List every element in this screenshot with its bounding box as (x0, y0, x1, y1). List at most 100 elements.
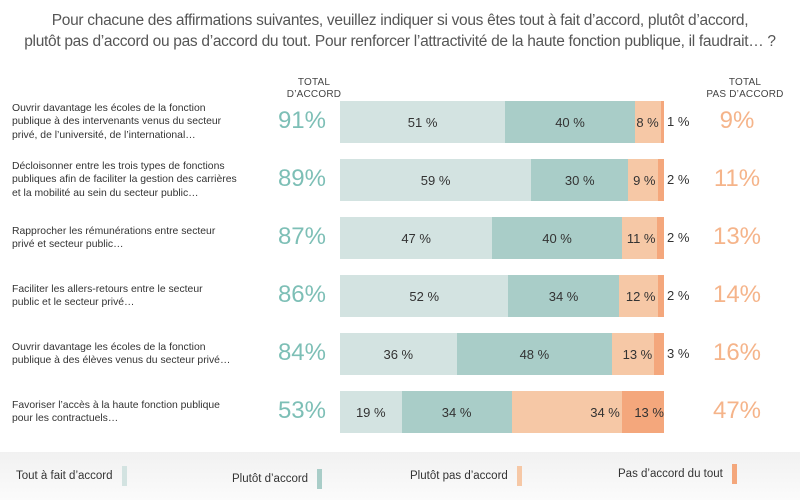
segment-plutot-pas: 13 % (612, 333, 655, 375)
total-disagree-header-line-2: PAS D’ACCORD (706, 89, 784, 100)
segment-plutot-accord: 40 % (505, 101, 635, 143)
total-disagree-value: 11% (713, 165, 761, 192)
stacked-bar: 59 % 30 % 9 % (340, 159, 664, 201)
segment-plutot-accord: 34 % (401, 391, 512, 433)
category-label: Favoriser l’accès à la haute fonction pu… (12, 399, 277, 426)
legend-label: Tout à fait d’accord (16, 470, 113, 482)
segment-plutot-pas: 12 % (618, 275, 658, 317)
legend-label: Plutôt pas d’accord (410, 470, 508, 482)
legend-item-pas-d-accord-du-tout: Pas d’accord du tout (618, 464, 737, 484)
category-label-line: privé et secteur public… (12, 239, 124, 250)
total-disagree-header-line-1: TOTAL (728, 77, 762, 88)
total-agree-value: 84% (277, 339, 326, 366)
segment-value-label-outside: 2 % (667, 230, 690, 245)
total-agree-header: TOTAL D’ACCORD (284, 77, 344, 101)
segment-value-label: 34 % (441, 404, 472, 420)
segment-value-label: 11 % (626, 230, 656, 246)
segment-value-label: 36 % (383, 346, 414, 362)
segment-tout-a-fait: 36 % (340, 333, 457, 375)
segment-plutot-pas: 9 % (628, 159, 658, 201)
segment-pas-du-tout: 13 % (621, 391, 664, 433)
segment-value-label-outside: 2 % (667, 172, 690, 187)
category-label-line: Rapprocher les rémunérations entre secte… (12, 225, 216, 237)
segment-pas-du-tout (657, 275, 664, 317)
category-label-line: Ouvrir davantage les écoles de la foncti… (12, 102, 206, 114)
segment-plutot-accord: 48 % (456, 333, 613, 375)
legend-swatch (731, 464, 737, 484)
segment-plutot-accord: 30 % (531, 159, 629, 201)
segment-value-label: 8 % (636, 114, 659, 130)
category-label-line: publique à des intervenants venus du sec… (12, 116, 222, 128)
category-label: Ouvrir davantage les écoles de la foncti… (12, 102, 277, 143)
segment-value-label-outside: 2 % (667, 288, 690, 303)
segment-value-label: 34 % (548, 288, 579, 304)
legend-label: Pas d’accord du tout (618, 468, 723, 480)
segment-value-label: 52 % (409, 288, 440, 304)
segment-value-label: 34 % (590, 404, 620, 420)
chart-title-line-2: plutôt pas d’accord ou pas d’accord du t… (24, 33, 776, 50)
category-label-line: Faciliter les allers-retours entre le se… (12, 283, 203, 295)
category-label: Décloisonner entre les trois types de fo… (12, 160, 277, 201)
category-label-line: Favoriser l’accès à la haute fonction pu… (12, 399, 220, 411)
segment-pas-du-tout (660, 101, 664, 143)
segment-plutot-pas: 34 % (511, 391, 622, 433)
segment-value-label: 13 % (622, 346, 653, 362)
segment-tout-a-fait: 47 % (340, 217, 493, 259)
segment-value-label: 19 % (355, 404, 386, 420)
segment-pas-du-tout (657, 217, 664, 259)
stacked-bar: 47 % 40 % 11 % (340, 217, 664, 259)
legend-swatch (121, 466, 127, 486)
segment-value-label: 13 % (634, 404, 664, 420)
segment-value-label: 47 % (401, 230, 431, 246)
segment-value-label: 9 % (633, 172, 656, 188)
total-agree-value: 89% (277, 165, 326, 192)
segment-value-label: 51 % (407, 114, 438, 130)
segment-pas-du-tout (657, 159, 664, 201)
total-agree-value: 87% (277, 223, 326, 250)
stacked-bar: 52 % 34 % 12 % (340, 275, 664, 317)
total-agree-value: 53% (277, 397, 326, 424)
category-label-line: Ouvrir davantage les écoles de la foncti… (12, 341, 206, 353)
legend-label: Plutôt d’accord (232, 473, 309, 485)
segment-plutot-pas: 11 % (621, 217, 658, 259)
legend-swatch (317, 469, 323, 489)
chart-title: Pour chacune des affirmations suivantes,… (0, 10, 800, 52)
legend: Tout à fait d’accord Plutôt d’accord Plu… (0, 452, 800, 500)
category-label: Rapprocher les rémunérations entre secte… (12, 225, 277, 252)
segment-value-label: 12 % (625, 288, 656, 304)
total-disagree-value: 14% (712, 281, 762, 308)
segment-value-label: 59 % (420, 172, 451, 188)
total-agree-value: 86% (277, 281, 326, 308)
stacked-bar: 19 % 34 % 34 % 13 % (340, 391, 664, 433)
segment-plutot-accord: 40 % (492, 217, 622, 259)
segment-plutot-pas: 8 % (634, 101, 661, 143)
total-disagree-value: 47% (712, 397, 762, 424)
legend-swatch (516, 466, 522, 486)
total-disagree-header: TOTAL PAS D’ACCORD (700, 77, 790, 101)
legend-item-plutot-d-accord: Plutôt d’accord (232, 469, 323, 489)
total-agree-header-line-2: D’ACCORD (286, 89, 342, 100)
segment-value-label: 30 % (564, 172, 595, 188)
segment-value-label: 40 % (555, 114, 585, 130)
chart-title-line-1: Pour chacune des affirmations suivantes,… (51, 12, 749, 29)
category-label-line: et la mobilité au sein du secteur public… (12, 187, 199, 199)
stacked-bar: 51 % 40 % 8 % (340, 101, 664, 143)
total-disagree-value: 16% (712, 339, 762, 366)
segment-pas-du-tout (654, 333, 664, 375)
total-disagree-value: 13% (712, 223, 762, 250)
segment-plutot-accord: 34 % (508, 275, 619, 317)
total-disagree-value: 9% (719, 107, 755, 134)
segment-value-label: 48 % (519, 346, 550, 362)
segment-tout-a-fait: 59 % (340, 159, 532, 201)
segment-tout-a-fait: 19 % (340, 391, 402, 433)
segment-value-label-outside: 1 % (667, 114, 690, 129)
segment-value-label: 40 % (542, 230, 572, 246)
category-label: Ouvrir davantage les écoles de la foncti… (12, 341, 277, 368)
legend-item-plutot-pas-d-accord: Plutôt pas d’accord (410, 466, 522, 486)
legend-item-tout-a-fait-d-accord: Tout à fait d’accord (16, 466, 127, 486)
stacked-bar: 36 % 48 % 13 % (340, 333, 664, 375)
total-agree-value: 91% (277, 107, 326, 134)
total-agree-header-line-1: TOTAL (297, 77, 331, 88)
category-label-line: privé, de l’université, de l’internation… (12, 129, 196, 141)
segment-tout-a-fait: 52 % (340, 275, 509, 317)
